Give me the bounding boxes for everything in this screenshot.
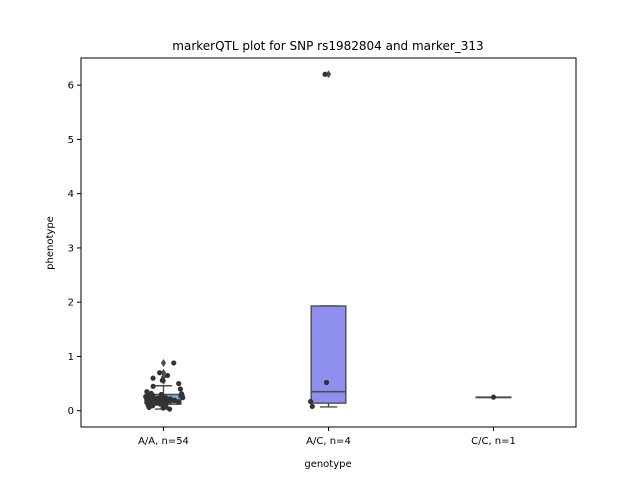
x-tick-label-2: C/C, n=1	[471, 436, 516, 447]
outlier-0-2	[160, 368, 167, 377]
point-0-43	[177, 386, 183, 392]
point-1-3	[322, 71, 328, 77]
y-tick-label-2: 2	[68, 298, 74, 309]
boxes-layer	[145, 70, 512, 410]
point-0-46	[159, 377, 165, 383]
point-1-1	[309, 403, 315, 409]
point-0-47	[150, 375, 156, 381]
x-axis: A/A, n=54 A/C, n=4 C/C, n=1	[138, 427, 516, 447]
point-0-41	[154, 395, 161, 401]
y-tick-label-1: 1	[68, 352, 74, 363]
outlier-1-0	[325, 70, 332, 79]
y-tick-label-6: 6	[68, 81, 74, 92]
point-0-51	[166, 406, 173, 412]
outlier-0-3	[160, 358, 167, 367]
point-0-53	[149, 403, 156, 409]
y-tick-label-0: 0	[68, 406, 74, 417]
point-0-50	[171, 360, 177, 366]
point-0-48	[164, 372, 171, 379]
y-tick-label-3: 3	[68, 243, 74, 254]
y-tick-label-5: 5	[68, 135, 74, 146]
y-tick-label-4: 4	[68, 189, 74, 200]
x-tick-label-0: A/A, n=54	[138, 436, 189, 447]
point-0-30	[167, 398, 173, 404]
point-0-49	[157, 370, 163, 376]
y-axis-label: phenotype	[45, 216, 56, 270]
point-0-42	[144, 389, 150, 395]
point-0-45	[176, 380, 182, 387]
point-0-36	[162, 402, 168, 408]
point-0-33	[180, 395, 186, 401]
x-axis-label: genotype	[304, 459, 351, 470]
point-0-39	[171, 397, 177, 404]
chart-title: markerQTL plot for SNP rs1982804 and mar…	[172, 39, 483, 53]
point-0-44	[150, 383, 156, 389]
y-axis: 0 1 2 3 4 5 6	[68, 81, 81, 417]
point-0-38	[147, 399, 153, 405]
point-1-2	[307, 398, 314, 405]
point-0-35	[150, 392, 156, 399]
x-tick-label-1: A/C, n=4	[306, 436, 351, 447]
point-1-0	[323, 379, 330, 386]
box-1	[310, 305, 347, 404]
point-2-0	[490, 394, 497, 400]
points-layer	[143, 71, 497, 412]
